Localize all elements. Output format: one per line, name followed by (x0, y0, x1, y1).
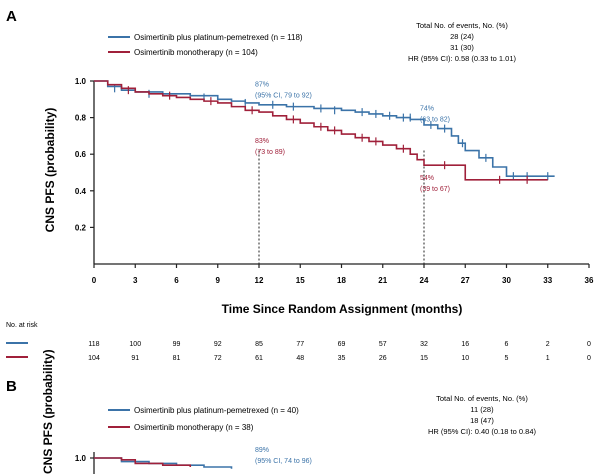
landmark-annotation: (73 to 89) (255, 149, 285, 156)
risk-cell: 48 (296, 355, 304, 362)
events-header-b: Total No. of events, No. (%) (436, 394, 528, 403)
risk-table-title: No. at risk (6, 322, 38, 329)
x-tick-label: 6 (174, 276, 179, 285)
y-tick-label: 0.8 (75, 114, 87, 123)
hazard-ratio-b: HR (95% CI): 0.40 (0.18 to 0.84) (428, 427, 536, 436)
risk-cell: 15 (420, 355, 428, 362)
risk-cell: 72 (214, 355, 222, 362)
risk-cell: 10 (461, 355, 469, 362)
events-combo-b: 11 (28) (470, 405, 494, 414)
km-curves-b (94, 457, 233, 469)
legend-label-combo-b: Osimertinib plus platinum-pemetrexed (n … (134, 406, 299, 415)
risk-cell: 91 (131, 355, 139, 362)
x-tick-label: 36 (585, 276, 594, 285)
risk-cell: 26 (379, 355, 387, 362)
panel-a-legend: Osimertinib plus platinum-pemetrexed (n … (108, 33, 303, 57)
risk-cell: 61 (255, 355, 263, 362)
km-curve-mono-b (94, 457, 192, 467)
risk-cell: 2 (546, 341, 550, 348)
events-combo: 28 (24) (450, 32, 474, 41)
risk-cell: 100 (129, 341, 141, 348)
events-mono-b: 18 (47) (470, 416, 494, 425)
landmark-annotations: 87% (95% CI, 79 to 92) 74% (63 to 82) 83% (73… (255, 81, 450, 192)
risk-cell: 104 (88, 355, 100, 362)
y-axis-title-b: CNS PFS (probability) (41, 349, 55, 474)
km-curves (94, 80, 555, 184)
km-curve-combo (94, 80, 555, 177)
legend-label-mono-b: Osimertinib monotherapy (n = 38) (134, 423, 254, 432)
risk-cell: 6 (505, 341, 509, 348)
risk-cell: 118 (88, 341, 99, 348)
x-tick-label: 3 (133, 276, 138, 285)
panel-a: A Osimertinib plus platinum-pemetrexed (… (6, 8, 594, 362)
x-axis-title: Time Since Random Assignment (months) (222, 302, 463, 316)
x-tick-label: 12 (255, 276, 264, 285)
x-tick-label: 24 (420, 276, 429, 285)
y-tick-label: 0.6 (75, 150, 87, 159)
x-tick-label: 21 (378, 276, 387, 285)
events-mono: 31 (30) (450, 43, 474, 52)
y-tick-label: 0.4 (75, 187, 87, 196)
landmark-annotation: 87% (255, 81, 269, 88)
landmark-annotation: (63 to 82) (420, 116, 450, 123)
annotation-b-pct: 89% (255, 447, 269, 454)
hazard-ratio: HR (95% CI): 0.58 (0.33 to 1.01) (408, 54, 516, 63)
risk-cell: 16 (461, 341, 469, 348)
panel-a-label: A (6, 8, 17, 25)
y-axis-title: CNS PFS (probability) (43, 108, 57, 233)
y-tick-label-b: 1.0 (75, 454, 87, 463)
landmark-annotation: (39 to 67) (420, 186, 450, 193)
risk-cell: 0 (587, 341, 591, 348)
risk-cell: 77 (296, 341, 304, 348)
risk-cell: 99 (173, 341, 181, 348)
legend-label-combo: Osimertinib plus platinum-pemetrexed (n … (134, 33, 303, 42)
x-tick-label: 9 (216, 276, 221, 285)
landmark-annotation: (95% CI, 79 to 92) (255, 92, 312, 99)
x-axis-ticks: 0 3 6 9 12 15 18 21 24 27 30 33 36 (92, 264, 594, 285)
y-tick-label: 0.2 (75, 223, 87, 232)
risk-cell: 57 (379, 341, 387, 348)
risk-cell: 85 (255, 341, 263, 348)
panel-a-events: Total No. of events, No. (%) 28 (24) 31 … (408, 21, 516, 63)
risk-cell: 1 (546, 355, 550, 362)
risk-cell: 92 (214, 341, 222, 348)
risk-cell: 81 (173, 355, 181, 362)
km-curve-mono (94, 80, 548, 181)
x-tick-label: 30 (502, 276, 511, 285)
panel-b-events: Total No. of events, No. (%) 11 (28) 18 … (428, 394, 536, 436)
panel-b-legend: Osimertinib plus platinum-pemetrexed (n … (108, 406, 299, 432)
panel-b: B Osimertinib plus platinum-pemetrexed (… (6, 349, 536, 474)
risk-cell: 0 (587, 355, 591, 362)
panel-b-label: B (6, 378, 17, 395)
landmark-lines (258, 150, 425, 264)
landmark-annotation: 74% (420, 105, 434, 112)
legend-label-mono: Osimertinib monotherapy (n = 104) (134, 48, 258, 57)
events-header: Total No. of events, No. (%) (416, 21, 508, 30)
x-tick-label: 0 (92, 276, 97, 285)
risk-table: No. at risk 118 100 99 92 85 77 69 57 32 16 6 2 0104… (6, 322, 591, 362)
x-tick-label: 27 (461, 276, 470, 285)
risk-cell: 32 (420, 341, 428, 348)
risk-cell: 69 (338, 341, 346, 348)
x-tick-label: 33 (543, 276, 552, 285)
landmark-annotation: 54% (420, 175, 434, 182)
y-tick-label: 1.0 (75, 77, 87, 86)
y-axis-ticks: 0.2 0.4 0.6 0.8 1.0 (75, 77, 94, 232)
risk-cell: 5 (505, 355, 509, 362)
risk-cell: 35 (338, 355, 346, 362)
landmark-annotation: 83% (255, 138, 269, 145)
x-tick-label: 18 (337, 276, 346, 285)
annotation-b-ci: (95% CI, 74 to 96) (255, 458, 312, 465)
x-tick-label: 15 (296, 276, 305, 285)
